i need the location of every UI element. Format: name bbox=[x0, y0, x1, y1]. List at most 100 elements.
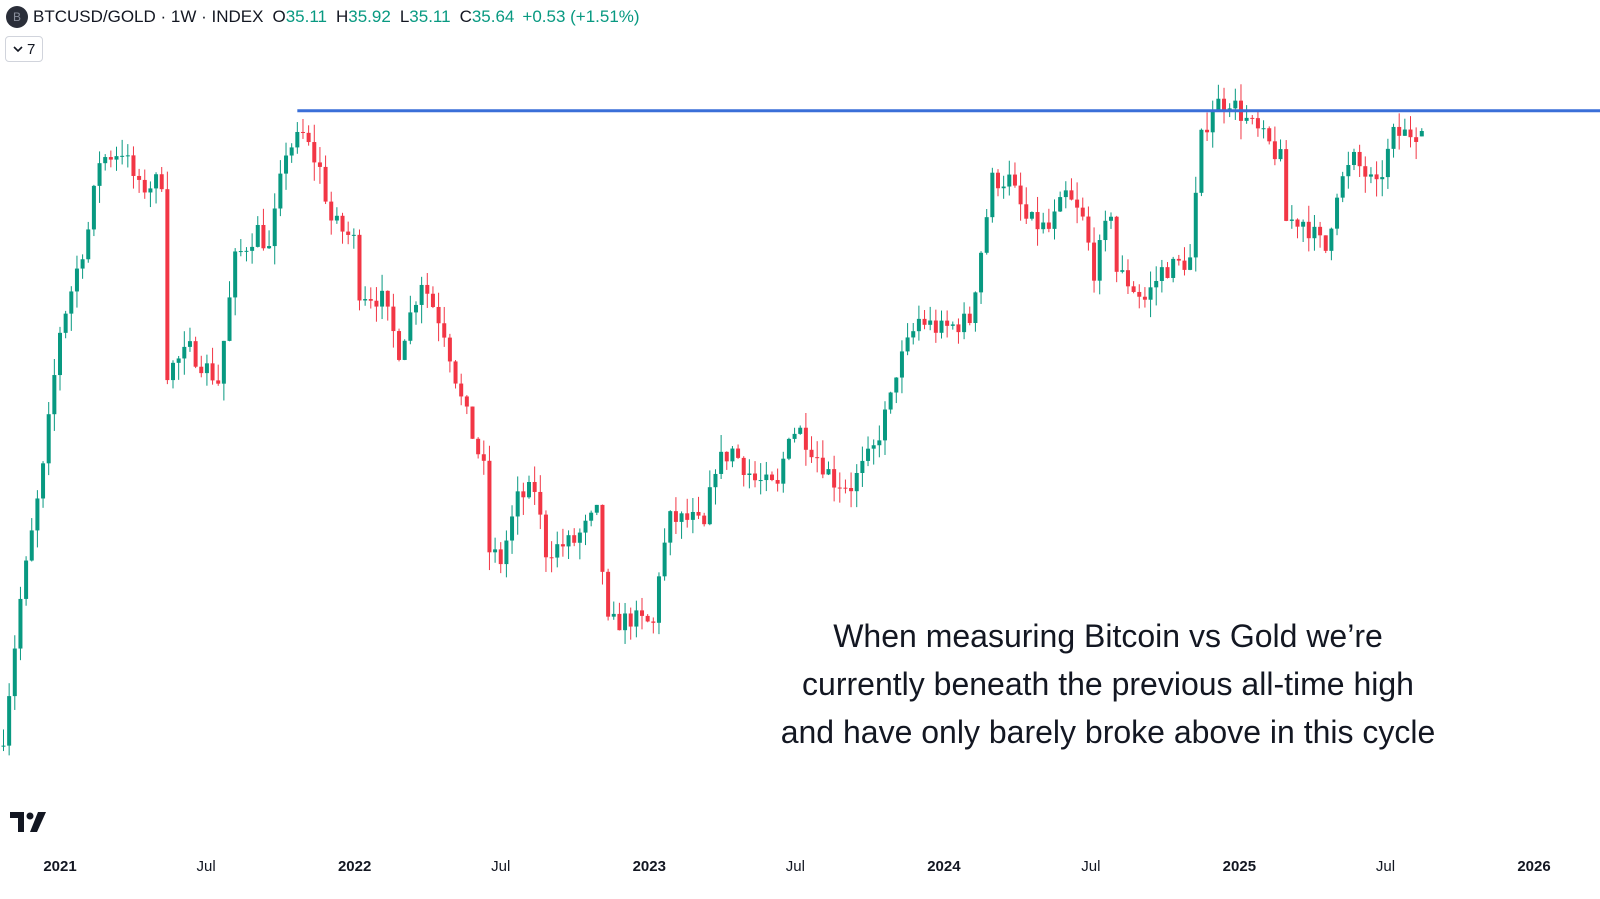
candle-body bbox=[1408, 129, 1413, 138]
candle-body bbox=[894, 377, 899, 393]
candle-body bbox=[221, 340, 226, 384]
candle-body bbox=[623, 613, 628, 631]
candle-body bbox=[504, 540, 509, 565]
candle-body bbox=[58, 332, 62, 376]
candle-body bbox=[1363, 166, 1368, 177]
candle-body bbox=[1176, 258, 1181, 261]
candle-body bbox=[849, 487, 854, 492]
symbol-icon: B bbox=[6, 6, 28, 28]
candle-body bbox=[815, 457, 820, 459]
candle-body bbox=[600, 504, 605, 572]
candle-body bbox=[1255, 118, 1260, 129]
annotation-line: currently beneath the previous all-time … bbox=[802, 666, 1414, 702]
x-tick-label: Jul bbox=[1081, 858, 1101, 875]
candle-body bbox=[724, 451, 729, 462]
candle-body bbox=[238, 251, 243, 253]
candle-body bbox=[866, 448, 871, 461]
candle-body bbox=[877, 440, 882, 446]
candle-body bbox=[1318, 226, 1323, 236]
candle-body bbox=[634, 610, 639, 627]
candle-body bbox=[1272, 141, 1277, 160]
x-tick-label: 2024 bbox=[927, 858, 961, 875]
candle-body bbox=[1171, 258, 1176, 278]
candle-body bbox=[425, 284, 430, 294]
candle-body bbox=[402, 340, 407, 360]
candle-body bbox=[470, 406, 475, 439]
candle-body bbox=[1216, 98, 1221, 110]
candle-body bbox=[594, 504, 599, 513]
candle-body bbox=[216, 380, 221, 384]
candle-body bbox=[730, 448, 735, 462]
candle-body bbox=[803, 427, 808, 450]
candle-body bbox=[125, 155, 130, 157]
candle-body bbox=[515, 491, 520, 517]
candle-body bbox=[1414, 137, 1419, 142]
candle-body bbox=[1182, 260, 1187, 270]
candle-body bbox=[798, 427, 803, 434]
candle-body bbox=[809, 449, 814, 458]
candle-body bbox=[1148, 287, 1153, 300]
candle-body bbox=[1012, 174, 1017, 186]
candle-body bbox=[80, 259, 85, 269]
candle-body bbox=[154, 174, 159, 189]
change-value: +0.53 (+1.51%) bbox=[522, 7, 640, 26]
indicators-toggle-button[interactable]: 7 bbox=[5, 36, 44, 62]
candle-body bbox=[351, 234, 356, 236]
x-tick-label: 2025 bbox=[1222, 858, 1257, 875]
candle-body bbox=[142, 179, 147, 193]
candle-body bbox=[1205, 129, 1210, 133]
candle-body bbox=[374, 300, 379, 307]
candle-body bbox=[1295, 219, 1300, 227]
candle-body bbox=[758, 480, 763, 482]
candle-body bbox=[882, 409, 887, 441]
candle-body bbox=[990, 172, 995, 218]
candle-body bbox=[984, 217, 989, 253]
candle-body bbox=[300, 131, 305, 133]
candle-body bbox=[645, 615, 650, 622]
tradingview-logo[interactable] bbox=[10, 812, 50, 834]
candle-body bbox=[1267, 128, 1272, 142]
candle-body bbox=[1165, 267, 1170, 278]
candle-body bbox=[1193, 192, 1198, 258]
candle-body bbox=[493, 549, 498, 553]
candle-body bbox=[945, 320, 950, 326]
candle-body bbox=[1335, 197, 1340, 229]
candle-body bbox=[46, 414, 51, 464]
candle-body bbox=[86, 229, 91, 260]
candle-body bbox=[560, 544, 565, 547]
candle-body bbox=[227, 297, 232, 341]
candle-body bbox=[685, 513, 690, 520]
candle-body bbox=[713, 473, 718, 488]
candle-body bbox=[1312, 226, 1317, 239]
candle-body bbox=[1137, 291, 1142, 297]
candle-body bbox=[1329, 228, 1334, 251]
candle-body bbox=[1323, 235, 1328, 251]
candle-body bbox=[1199, 129, 1204, 193]
candle-body bbox=[1188, 257, 1193, 270]
x-tick-label: 2023 bbox=[632, 858, 666, 875]
close-value: 35.64 bbox=[471, 7, 515, 26]
candle-body bbox=[1114, 216, 1119, 272]
candle-body bbox=[289, 147, 294, 156]
candle-body bbox=[171, 362, 176, 381]
candle-body bbox=[29, 530, 34, 561]
candle-body bbox=[1103, 220, 1108, 241]
candle-body bbox=[363, 299, 368, 301]
candle-body bbox=[950, 324, 955, 326]
candle-body bbox=[916, 318, 921, 332]
candle-body bbox=[24, 560, 29, 599]
candle-body bbox=[781, 458, 786, 484]
candle-body bbox=[1024, 204, 1029, 219]
candle-body bbox=[148, 188, 153, 193]
candle-body bbox=[606, 571, 611, 617]
symbol-title[interactable]: BTCUSD/GOLD · 1W · INDEX bbox=[33, 7, 264, 26]
candle-body bbox=[1159, 267, 1164, 281]
candle-body bbox=[549, 557, 554, 559]
candle-body bbox=[764, 474, 769, 481]
candle-body bbox=[1125, 270, 1130, 287]
candle-body bbox=[419, 284, 424, 305]
candle-body bbox=[911, 331, 916, 338]
candle-body bbox=[1063, 190, 1068, 198]
candle-body bbox=[1075, 199, 1080, 208]
